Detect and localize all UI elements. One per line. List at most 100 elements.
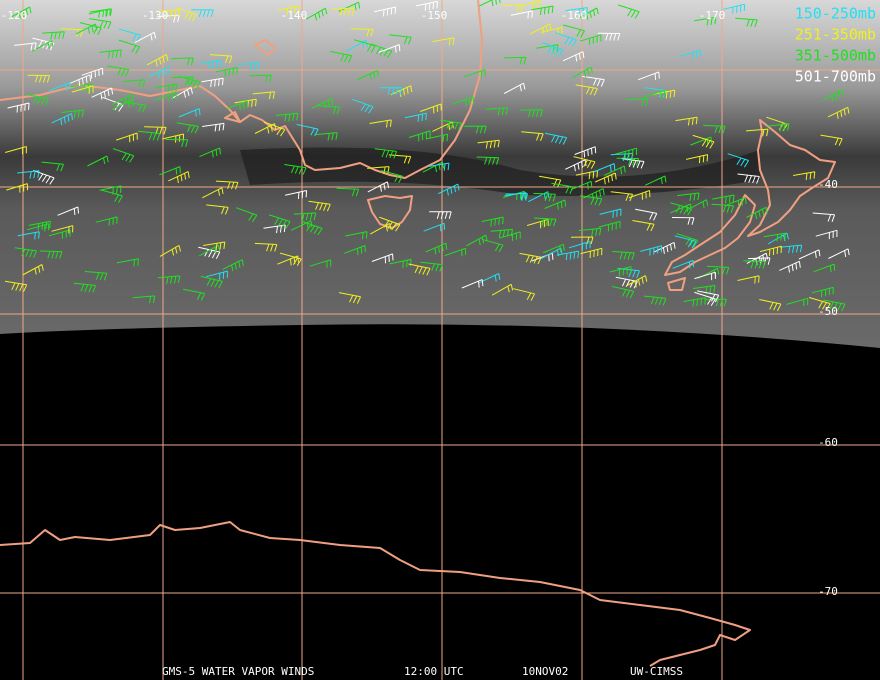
longitude-label: -140 <box>281 9 308 22</box>
wind-barb <box>157 14 180 23</box>
wind-barb <box>315 132 338 141</box>
dry-band <box>240 147 760 196</box>
footer-title: GMS-5 WATER VAPOR WINDS <box>162 665 314 678</box>
wind-barb <box>625 275 648 288</box>
wind-barb <box>491 283 514 296</box>
wind-barb <box>490 228 513 238</box>
wind-barb <box>811 286 834 298</box>
wind-barb <box>27 223 50 232</box>
wind-barb <box>712 194 735 204</box>
wind-barb <box>743 260 766 269</box>
wind-barb <box>39 250 63 259</box>
wind-barb <box>543 243 565 254</box>
wind-barb <box>653 89 676 99</box>
wind-barb <box>293 212 317 221</box>
wind-barb <box>155 83 178 93</box>
wind-barb <box>694 16 717 26</box>
wind-barb <box>534 217 557 227</box>
wind-barb <box>625 98 649 106</box>
wind-barb <box>202 122 225 132</box>
wind-barb <box>70 83 93 92</box>
wind-barb <box>234 98 257 108</box>
wind-barb <box>481 216 504 227</box>
longitude-label: -150 <box>421 9 448 22</box>
wind-barb <box>408 130 431 142</box>
wind-barb <box>577 7 599 20</box>
wind-barb <box>57 206 79 216</box>
legend-entry: 150-250mb <box>795 5 876 23</box>
wind-barb <box>6 183 28 193</box>
wind-barb <box>622 158 645 169</box>
wind-barb <box>373 6 397 17</box>
wind-barb <box>685 154 709 164</box>
longitude-label: -170 <box>699 9 726 22</box>
wind-barb <box>48 229 71 239</box>
longitude-label: -120 <box>1 9 28 22</box>
wind-barb <box>101 189 123 203</box>
wind-barb <box>693 285 716 294</box>
wind-barb <box>17 170 40 179</box>
wind-barb <box>277 5 300 16</box>
wind-barb <box>703 124 726 134</box>
wind-barb <box>116 132 138 143</box>
wind-barb <box>533 192 556 202</box>
wind-barb <box>308 200 331 212</box>
wind-barb <box>580 247 603 259</box>
wind-barb <box>71 85 94 94</box>
wind-barb <box>498 231 521 241</box>
latitude-label: -40 <box>818 178 838 191</box>
latitude-label: -60 <box>818 436 838 449</box>
wind-barb <box>155 91 177 102</box>
wind-barb <box>14 247 37 258</box>
antarctica-coast <box>0 521 751 667</box>
wind-barb <box>599 208 622 218</box>
wind-barb <box>635 208 658 221</box>
wind-barb <box>476 156 500 165</box>
wind-barb <box>723 3 746 14</box>
wind-barb <box>122 79 146 88</box>
wind-barb <box>798 249 821 260</box>
wind-barb <box>638 71 660 81</box>
wind-barb <box>827 106 850 119</box>
wind-barb <box>519 252 542 265</box>
wind-barb <box>671 217 695 225</box>
wind-barb <box>198 244 221 257</box>
wind-barb <box>296 124 319 137</box>
wind-barb <box>570 180 593 191</box>
wind-barb <box>485 107 508 116</box>
wind-barb <box>628 190 651 200</box>
wind-barb <box>676 233 699 248</box>
new-zealand <box>664 119 836 291</box>
wind-barb <box>369 119 392 128</box>
wind-barb <box>51 113 73 126</box>
wind-barb <box>452 96 474 107</box>
wind-barb <box>49 82 71 92</box>
wind-barb <box>568 241 591 251</box>
wind-barb <box>544 199 567 210</box>
wind-barb <box>171 57 194 66</box>
wind-barb <box>786 297 809 307</box>
wind-barb <box>594 172 617 185</box>
wind-barb <box>353 39 376 53</box>
wind-barb <box>222 259 244 272</box>
wind-barb <box>555 32 577 47</box>
wind-barb <box>22 264 44 276</box>
wind-barb <box>165 139 189 147</box>
wind-barb <box>5 146 27 155</box>
wind-barb <box>571 66 593 79</box>
wind-barb <box>677 192 700 201</box>
wind-barb <box>565 7 588 16</box>
wind-barb <box>675 116 698 126</box>
wind-barb <box>541 247 563 259</box>
wind-barb <box>215 180 239 190</box>
wind-barb <box>237 62 261 71</box>
wind-barb <box>610 191 634 202</box>
wind-barb <box>683 297 706 307</box>
wind-barb <box>157 9 181 18</box>
legend-entry: 251-350mb <box>795 26 876 44</box>
latitude-label: -70 <box>818 585 838 598</box>
wind-barb <box>279 252 302 266</box>
wind-barb <box>146 54 169 67</box>
wind-barb <box>178 108 201 118</box>
wind-barb <box>89 8 112 18</box>
